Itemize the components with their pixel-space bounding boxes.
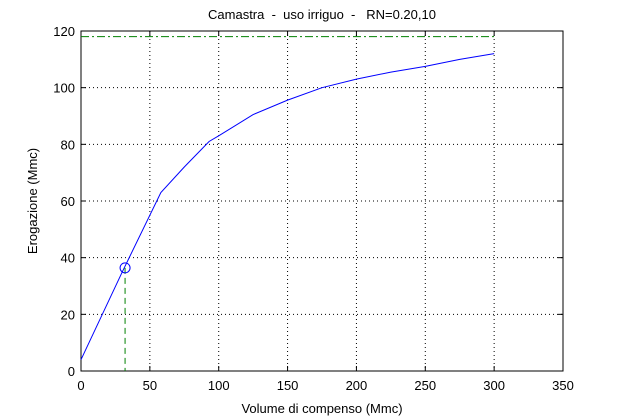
y-tick-label: 60 xyxy=(61,194,75,209)
chart-title: Camastra - uso irriguo - RN=0.20,10 xyxy=(208,7,436,22)
x-tick-label: 200 xyxy=(346,378,368,393)
x-tick-label: 350 xyxy=(552,378,574,393)
x-tick-label: 0 xyxy=(77,378,84,393)
x-tick-label: 150 xyxy=(277,378,299,393)
y-tick-label: 20 xyxy=(61,307,75,322)
y-tick-label: 80 xyxy=(61,137,75,152)
y-tick-label: 120 xyxy=(53,24,75,39)
x-tick-label: 250 xyxy=(414,378,436,393)
y-tick-label: 40 xyxy=(61,251,75,266)
y-tick-label: 100 xyxy=(53,81,75,96)
point-marker xyxy=(119,262,131,274)
y-axis-label: Erogazione (Mmc) xyxy=(25,148,40,254)
x-tick-label: 50 xyxy=(143,378,157,393)
y-tick-label: 0 xyxy=(68,364,75,379)
axes-box xyxy=(80,30,564,372)
x-axis-label: Volume di compenso (Mmc) xyxy=(241,401,402,416)
x-tick-label: 100 xyxy=(208,378,230,393)
x-tick-label: 300 xyxy=(483,378,505,393)
data-line xyxy=(80,53,495,360)
